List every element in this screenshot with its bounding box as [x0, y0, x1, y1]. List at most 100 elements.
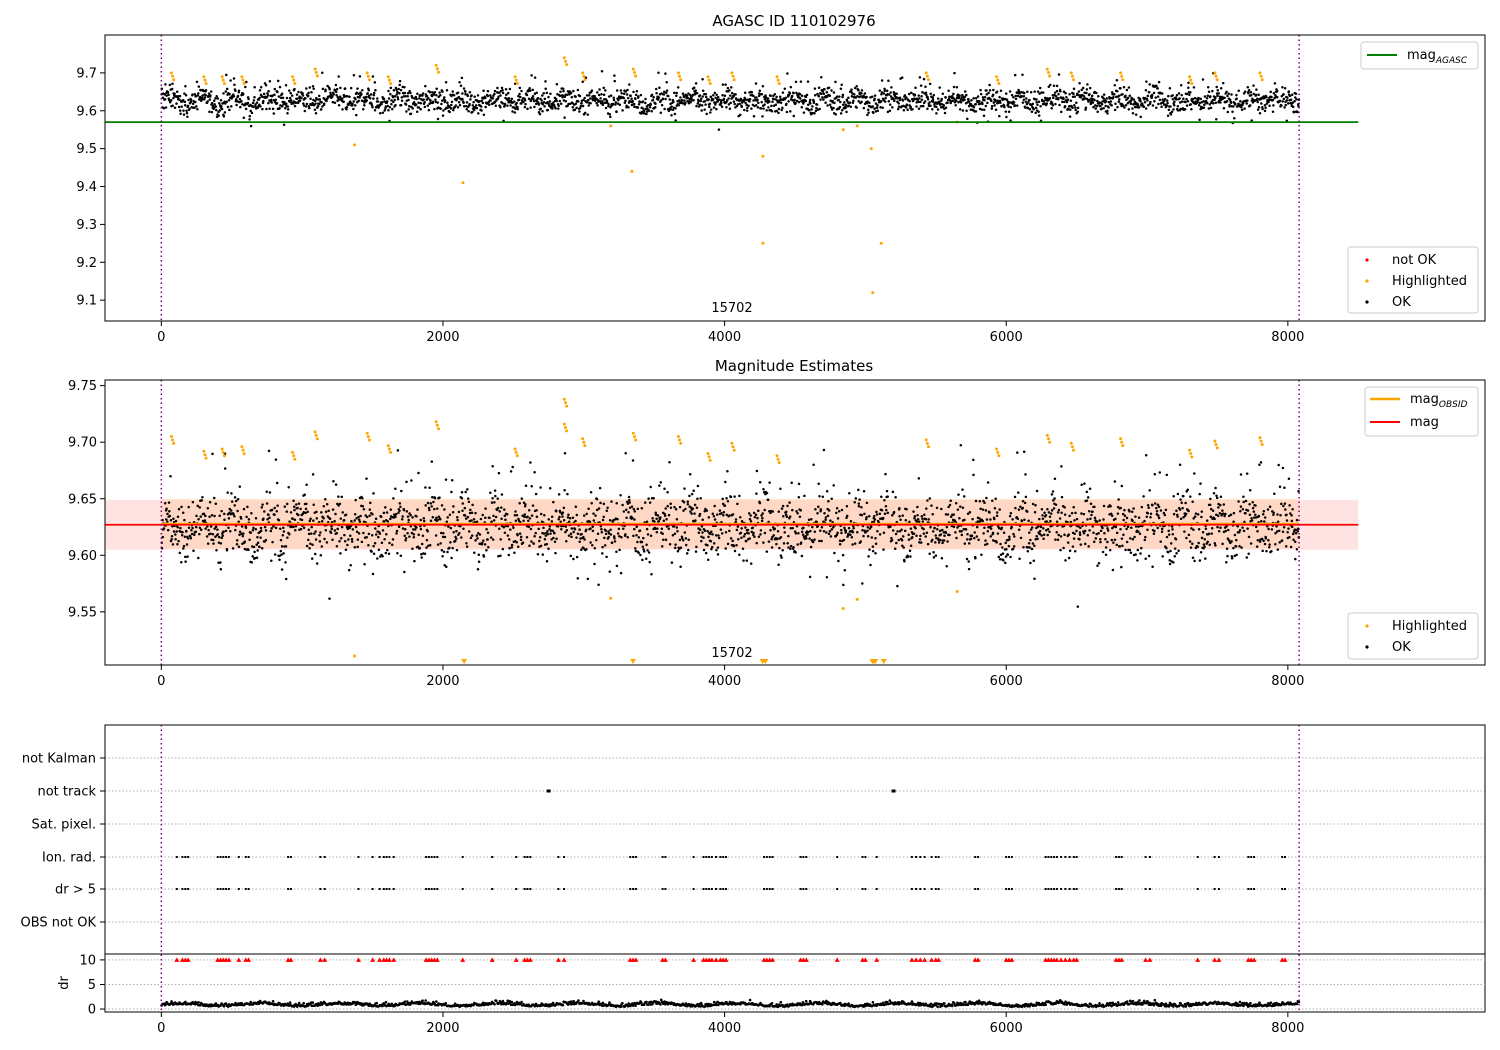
- ok-point: [675, 94, 678, 97]
- ok-point: [284, 106, 287, 110]
- ok-point: [763, 103, 766, 106]
- ok-point: [529, 461, 532, 464]
- ok-point: [1198, 101, 1202, 105]
- ok-point: [265, 490, 268, 493]
- ok-point: [645, 527, 649, 531]
- ok-point: [642, 550, 646, 553]
- ok-point: [705, 112, 708, 116]
- ok-point: [409, 112, 413, 115]
- ok-point: [406, 95, 409, 98]
- ok-point: [319, 531, 322, 534]
- ok-point: [694, 519, 697, 522]
- ok-point: [1263, 96, 1266, 100]
- ok-point: [567, 513, 570, 517]
- ok-point: [1125, 527, 1128, 531]
- ok-point: [1112, 95, 1115, 99]
- ok-point: [1004, 555, 1008, 558]
- ok-point: [1165, 104, 1169, 107]
- ok-point: [664, 538, 668, 541]
- ok-point: [855, 85, 858, 88]
- ok-point: [1283, 106, 1286, 109]
- ok-point: [1068, 105, 1071, 108]
- ok-point: [949, 499, 952, 503]
- ok-point: [339, 552, 342, 555]
- ok-point: [1112, 541, 1115, 544]
- ok-point: [783, 526, 786, 529]
- ok-point: [761, 516, 764, 520]
- ok-point: [758, 89, 762, 93]
- ok-point: [1051, 490, 1055, 493]
- ok-point: [899, 518, 902, 522]
- ok-point: [673, 112, 677, 116]
- ok-point: [351, 528, 355, 531]
- ok-point: [352, 100, 355, 103]
- ok-point: [276, 90, 279, 94]
- ok-point: [274, 98, 278, 102]
- ok-point: [248, 538, 251, 541]
- ok-point: [559, 510, 562, 514]
- ok-point: [926, 107, 929, 111]
- ok-point: [610, 500, 613, 503]
- ok-point: [1202, 106, 1206, 109]
- ok-point: [571, 516, 575, 519]
- ok-point: [707, 516, 711, 519]
- ok-point: [1171, 94, 1174, 97]
- ok-point: [1087, 545, 1090, 548]
- highlighted-point: [1069, 71, 1073, 75]
- ok-point: [1054, 95, 1058, 98]
- ok-point: [1149, 100, 1152, 104]
- ok-point: [746, 106, 749, 110]
- ok-point: [942, 104, 946, 107]
- ok-point: [585, 512, 588, 516]
- ok-point: [722, 511, 726, 514]
- ok-point: [776, 537, 779, 540]
- ok-point: [370, 550, 373, 553]
- ok-point: [1085, 499, 1089, 502]
- ok-point: [390, 102, 393, 106]
- ok-point: [484, 507, 487, 510]
- ok-point: [431, 495, 434, 499]
- ok-point: [348, 526, 351, 530]
- highlighted-point: [368, 78, 371, 82]
- ok-point: [564, 525, 568, 528]
- ok-point: [336, 99, 339, 103]
- ok-point: [396, 96, 399, 99]
- ok-point: [903, 560, 906, 563]
- ok-point: [722, 514, 725, 517]
- ok-point: [388, 105, 392, 109]
- ok-point: [465, 101, 469, 104]
- ok-point: [487, 546, 490, 549]
- ok-point: [1104, 537, 1107, 541]
- ok-point: [723, 94, 727, 98]
- ok-point: [410, 479, 413, 482]
- ok-point: [1001, 97, 1005, 100]
- ok-point: [293, 508, 296, 512]
- ok-point: [349, 563, 352, 567]
- ok-point: [1121, 512, 1125, 516]
- ok-point: [328, 597, 331, 600]
- ok-point: [387, 89, 390, 93]
- ok-point: [1041, 517, 1045, 521]
- ok-point: [214, 105, 218, 108]
- ok-point: [640, 540, 644, 544]
- ok-point: [849, 533, 852, 536]
- ok-point: [741, 547, 745, 551]
- ok-point: [874, 110, 878, 113]
- ok-point: [592, 512, 595, 515]
- ok-point: [618, 534, 621, 538]
- ok-point: [1123, 508, 1126, 512]
- ok-point: [1252, 92, 1256, 96]
- agasc-data: [105, 35, 1359, 321]
- ok-point: [818, 107, 821, 111]
- ok-point: [357, 518, 361, 522]
- ok-point: [253, 550, 256, 554]
- ok-point: [661, 97, 665, 101]
- ok-point: [972, 473, 975, 477]
- ok-point: [967, 542, 971, 545]
- ok-point: [1284, 103, 1288, 107]
- ok-point: [1008, 538, 1011, 541]
- ok-point: [286, 105, 290, 108]
- ok-point: [481, 513, 484, 517]
- ok-point: [587, 94, 591, 97]
- ok-point: [715, 93, 718, 97]
